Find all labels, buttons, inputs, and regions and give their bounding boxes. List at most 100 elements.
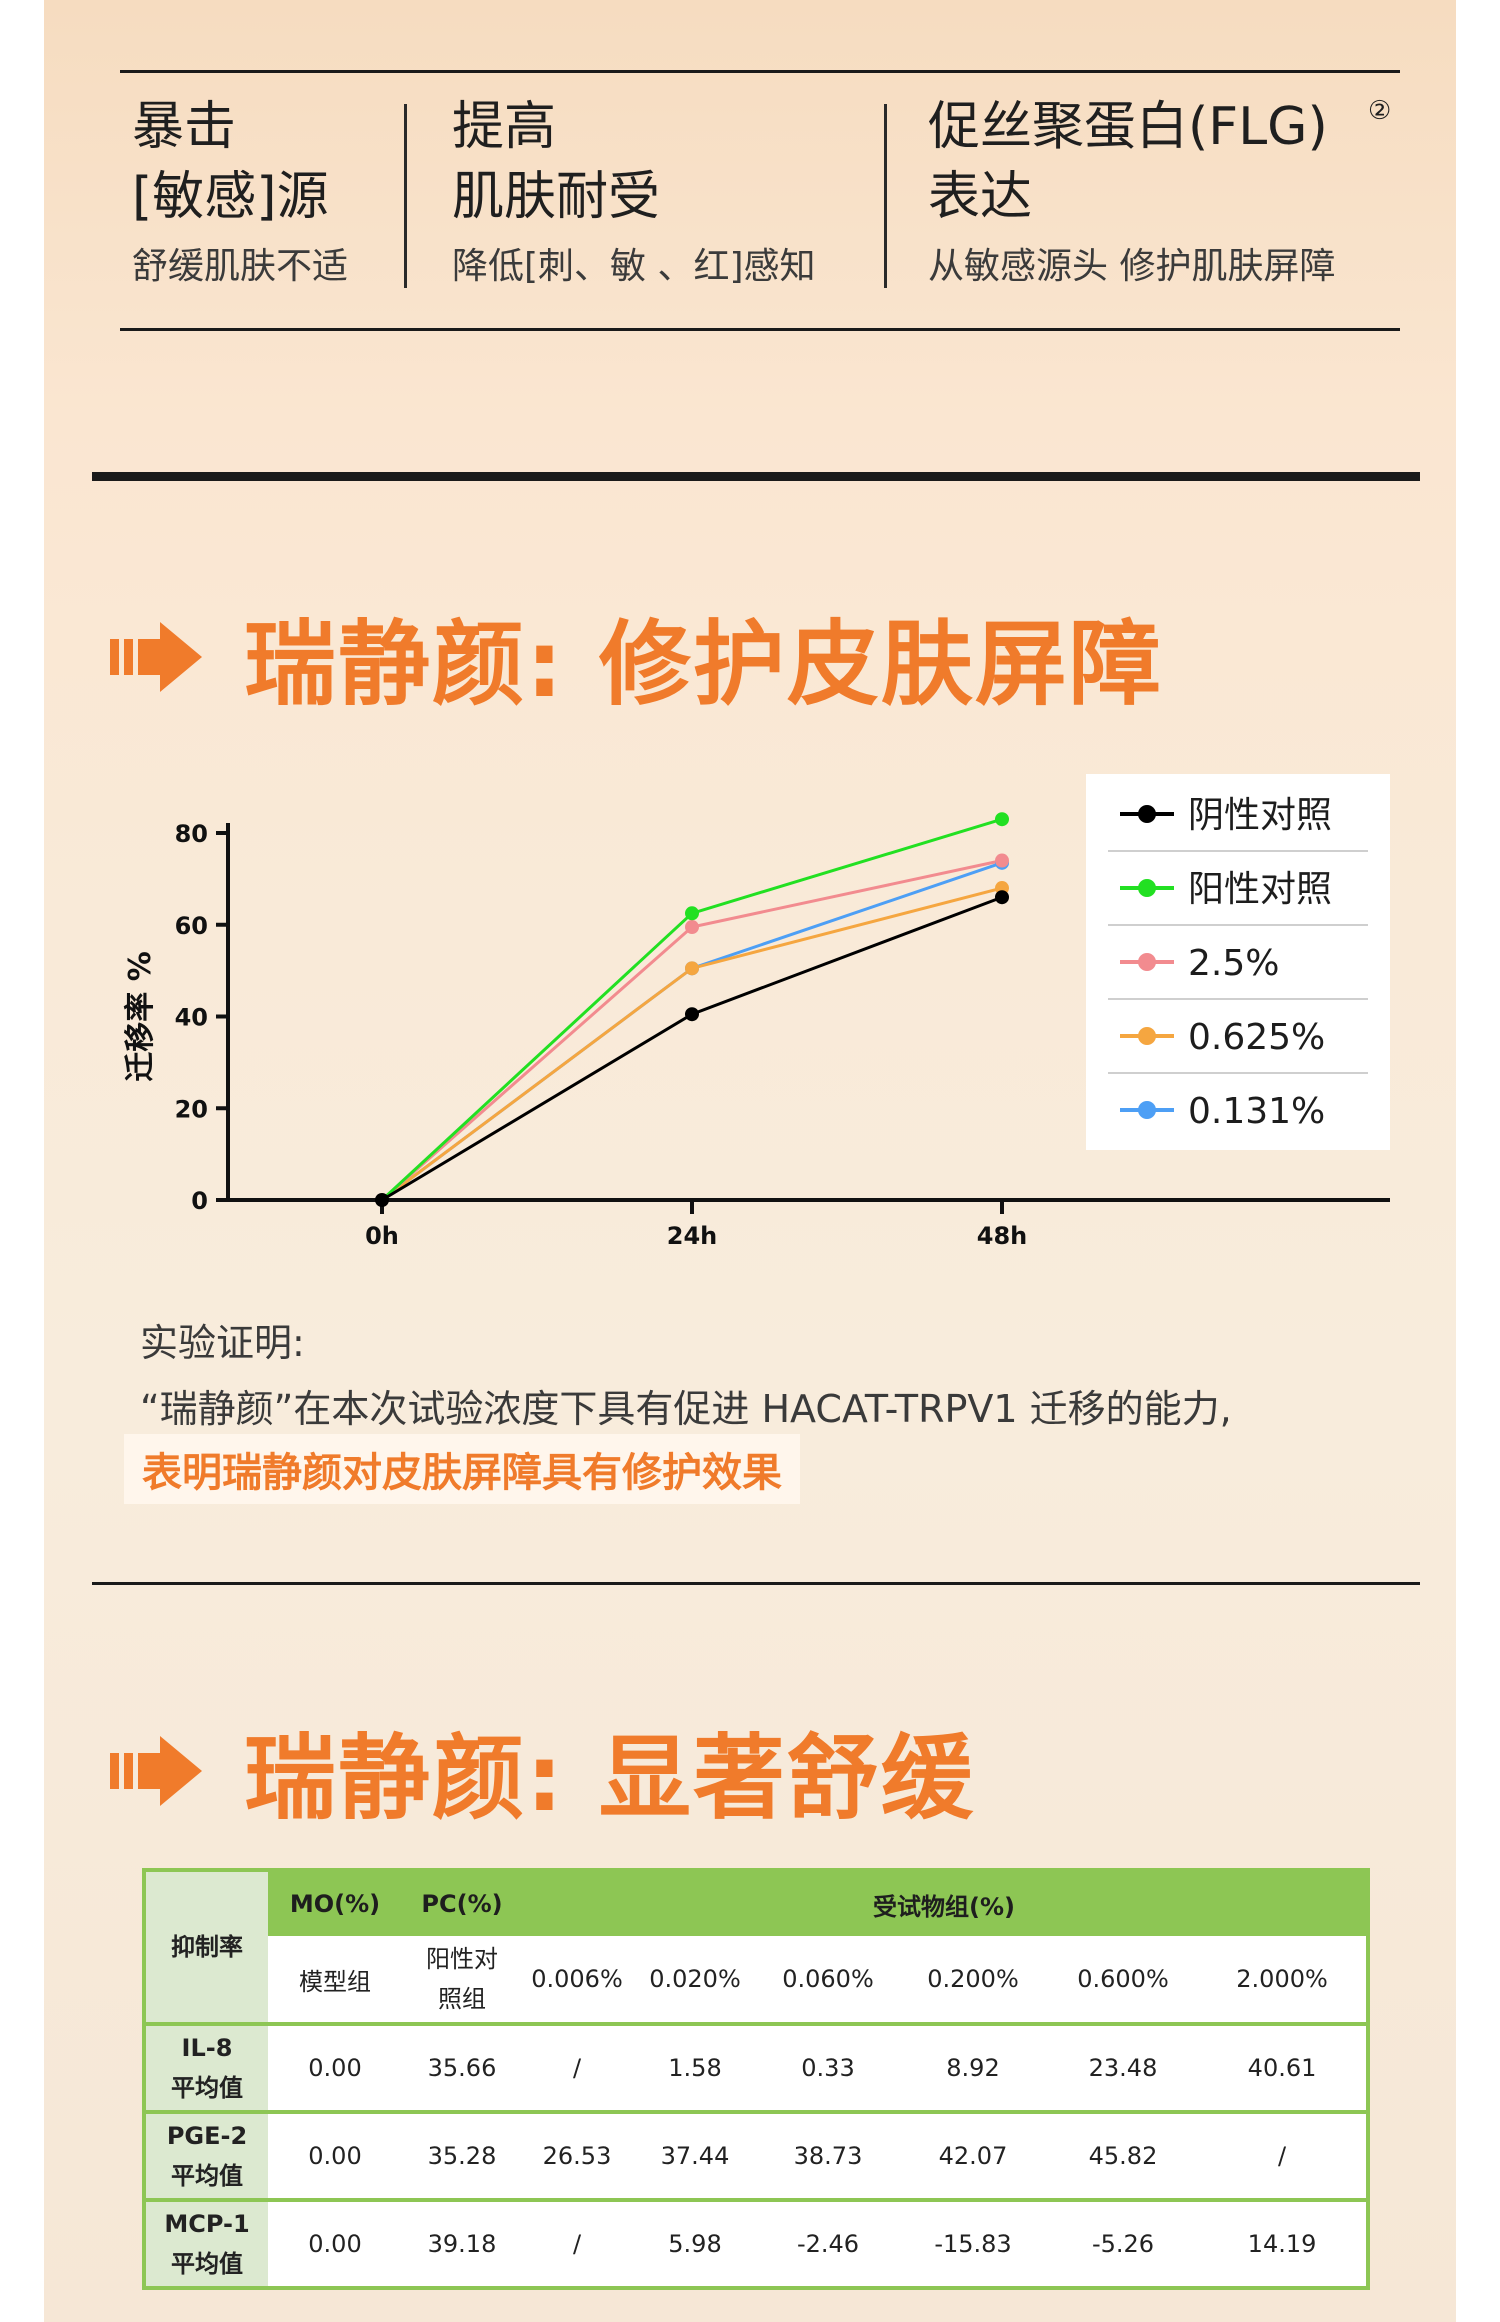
feature-3: 促丝聚蛋白(FLG) 表达 从敏感源头 修护肌肤屏障 (928, 92, 1335, 292)
series-line (381, 886, 1003, 1202)
legend-swatch-dot (1138, 1101, 1156, 1119)
row-header: MCP-1 平均值 (144, 2198, 268, 2288)
data-point (375, 1193, 389, 1207)
y-tick-label: 0 (191, 1187, 208, 1215)
table-cell: 26.53 (522, 2110, 632, 2200)
y-tick-label: 60 (175, 912, 208, 940)
section1-header: 瑞静颜: 修护皮肤屏障 (110, 590, 1163, 723)
legend-label: 2.5% (1188, 943, 1279, 984)
concentration-header: 0.200% (927, 1965, 1019, 1993)
table-cell: 8.92 (898, 2022, 1048, 2112)
legend-swatch-dot (1138, 953, 1156, 971)
table-cell: / (1198, 2110, 1369, 2200)
legend-label: 阳性对照 (1188, 869, 1332, 910)
evidence-heading: 实验证明: (140, 1321, 305, 1365)
x-tick-label: 48h (977, 1222, 1027, 1250)
concentration-header: 0.020% (649, 1965, 741, 1993)
row-sub: 平均值 (171, 2250, 243, 2278)
table-cell: 40.61 (1198, 2022, 1369, 2112)
table-cell: 14.19 (1198, 2198, 1369, 2288)
table-cell: 39.18 (402, 2198, 522, 2288)
table-cell: 0.00 (268, 2022, 402, 2112)
x-tick-label: 24h (667, 1222, 717, 1250)
row-header: IL-8 平均值 (144, 2022, 268, 2112)
legend-label: 0.131% (1188, 1091, 1325, 1132)
y-tick-label: 80 (175, 820, 208, 848)
legend-label: 0.625% (1188, 1017, 1325, 1058)
footnote-mark: ② (1368, 96, 1392, 126)
x-tick-label: 0h (365, 1222, 399, 1250)
series-line (381, 895, 1003, 1202)
concentration-header: 0.600% (1077, 1965, 1169, 1993)
top-divider (120, 70, 1400, 73)
table-cell: 45.82 (1048, 2110, 1198, 2200)
mo-subheader: 模型组 (299, 1967, 371, 1996)
feature-bottom-divider (120, 328, 1400, 331)
table-row: PGE-2 平均值 0.00 35.28 26.53 37.44 38.73 42… (144, 2110, 1369, 2200)
legend-swatch-dot (1138, 1027, 1156, 1045)
table-cell: / (522, 2198, 632, 2288)
y-tick-label: 20 (175, 1095, 208, 1123)
table-cell: 37.44 (632, 2110, 758, 2200)
table-cell: 0.33 (758, 2022, 898, 2112)
concentration-header: 2.000% (1236, 1965, 1328, 1993)
feature-3-subtitle: 从敏感源头 修护肌肤屏障 (928, 246, 1336, 287)
concentration-header: 0.060% (782, 1965, 874, 1993)
feature-separator (404, 104, 407, 288)
feature-2-subtitle: 降低[刺、敏 、红]感知 (452, 246, 816, 287)
col-test-group: 受试物组(%) (522, 1870, 1369, 1936)
legend-swatch-dot (1138, 879, 1156, 897)
inhibition-data-table: 抑制率 MO(%) PC(%) 受试物组(%) 模型组 阳性对 照组 0.006… (142, 1868, 1371, 2290)
evidence-highlight: 表明瑞静颜对皮肤屏障具有修护效果 (124, 1434, 800, 1504)
feature-separator (884, 104, 887, 288)
table-cell: -5.26 (1048, 2198, 1198, 2288)
chart-axes: 0 20 40 60 80 0h 24h 48h 迁移率 % (123, 820, 1390, 1250)
feature-2-title: 提高 肌肤耐受 (452, 97, 661, 227)
arrow-icon (110, 1735, 202, 1806)
row-name: MCP-1 (164, 2210, 250, 2238)
concentration-header: 0.006% (531, 1965, 623, 1993)
table-cell: 23.48 (1048, 2022, 1198, 2112)
feature-3-title-text: 促丝聚蛋白(FLG) 表达 (928, 97, 1328, 227)
table-corner: 抑制率 (144, 1870, 268, 2024)
feature-1-subtitle: 舒缓肌肤不适 (132, 246, 349, 287)
section2-title: 瑞静颜: 显著舒缓 (244, 1725, 975, 1832)
pc-subheader-line2: 照组 (438, 1985, 486, 2013)
legend-label: 阴性对照 (1188, 795, 1332, 836)
table-cell: 35.28 (402, 2110, 522, 2200)
row-sub: 平均值 (171, 2162, 243, 2190)
feature-1-title: 暴击 [敏感]源 (132, 97, 329, 227)
data-point (685, 906, 699, 921)
table-cell: 0.00 (268, 2110, 402, 2200)
table-cell: -2.46 (758, 2198, 898, 2288)
table-row: MCP-1 平均值 0.00 39.18 / 5.98 -2.46 -15.83 … (144, 2198, 1369, 2288)
row-header: PGE-2 平均值 (144, 2110, 268, 2200)
table-cell: 5.98 (632, 2198, 758, 2288)
y-axis-label: 迁移率 % (123, 951, 158, 1082)
section2-header: 瑞静颜: 显著舒缓 (110, 1704, 975, 1837)
data-point (995, 812, 1009, 827)
y-tick-label: 40 (175, 1004, 208, 1032)
feature-1: 暴击 [敏感]源 舒缓肌肤不适 (132, 92, 348, 292)
evidence-body: “瑞静颜”在本次试验浓度下具有促进 HACAT-TRPV1 迁移的能力, (140, 1387, 1232, 1431)
chart-lines (375, 812, 1009, 1207)
row-sub: 平均值 (171, 2074, 243, 2102)
pc-subheader: 阳性对 照组 (402, 1936, 522, 2024)
arrow-icon (110, 621, 202, 692)
table-cell: 38.73 (758, 2110, 898, 2200)
data-point (685, 1007, 699, 1022)
inhibition-table: 抑制率 MO(%) PC(%) 受试物组(%) 模型组 阳性对 照组 0.006… (142, 1868, 1371, 2290)
col-mo: MO(%) (268, 1870, 402, 1936)
data-point (685, 961, 699, 976)
legend-swatch-dot (1138, 805, 1156, 823)
table-cell: 0.00 (268, 2198, 402, 2288)
data-point (685, 920, 699, 935)
table-cell: 1.58 (632, 2022, 758, 2112)
col-pc: PC(%) (402, 1870, 522, 1936)
pc-subheader-line1: 阳性对 (426, 1945, 498, 1973)
table-row: IL-8 平均值 0.00 35.66 / 1.58 0.33 8.92 23.4… (144, 2022, 1369, 2112)
section1-title: 瑞静颜: 修护皮肤屏障 (244, 611, 1163, 718)
table-cell: -15.83 (898, 2198, 1048, 2288)
